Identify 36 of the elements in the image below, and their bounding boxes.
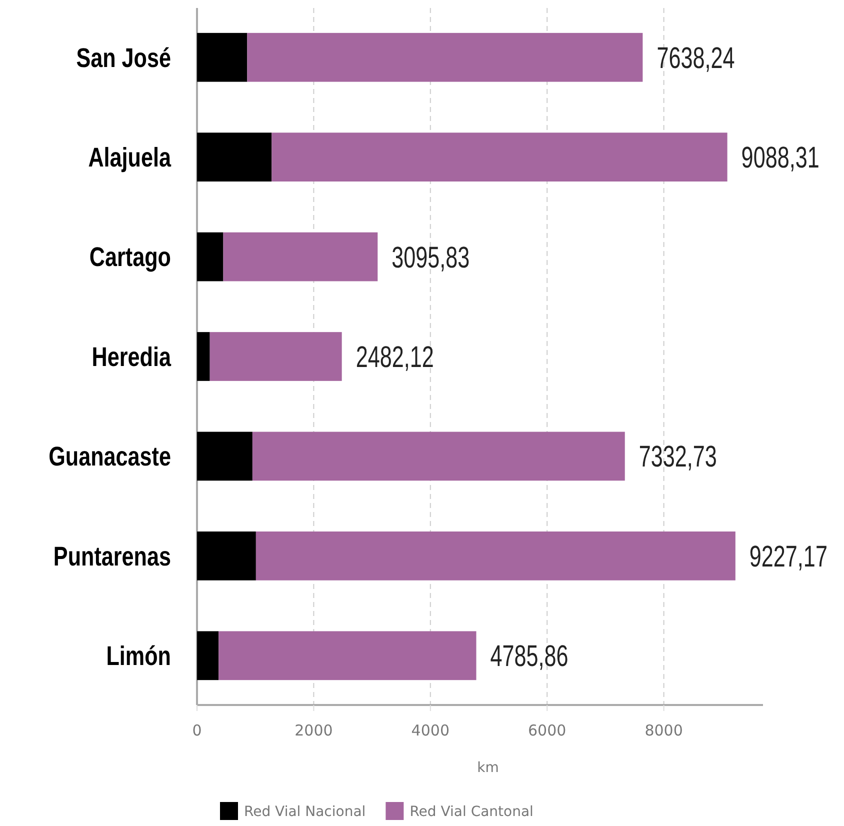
total-label: 4785,86 bbox=[490, 638, 568, 674]
bar bbox=[197, 432, 252, 481]
legend-label: Red Vial Nacional bbox=[244, 804, 366, 820]
y-tick-label: Heredia bbox=[92, 342, 172, 373]
x-tick-label: 2000 bbox=[294, 722, 333, 740]
bar bbox=[247, 32, 643, 82]
bar bbox=[252, 432, 625, 481]
x-tick-label: 6000 bbox=[528, 722, 566, 740]
bar bbox=[197, 532, 256, 580]
bar bbox=[218, 631, 476, 680]
x-axis-title: km bbox=[477, 760, 499, 776]
total-label: 9227,17 bbox=[749, 538, 828, 574]
y-tick-label: San José bbox=[76, 44, 171, 74]
legend-label: Red Vial Cantonal bbox=[410, 804, 534, 820]
y-tick-label: Cartago bbox=[89, 243, 171, 273]
bar bbox=[197, 132, 272, 182]
total-label: 3095,83 bbox=[392, 240, 470, 274]
bar bbox=[210, 332, 342, 381]
x-tick-label: 0 bbox=[192, 722, 202, 740]
total-label: 7332,73 bbox=[638, 439, 717, 474]
bar bbox=[197, 332, 210, 381]
x-tick-label: 8000 bbox=[644, 722, 683, 740]
bar bbox=[223, 232, 378, 282]
bar bbox=[256, 532, 736, 580]
total-label: 7638,24 bbox=[656, 40, 735, 75]
y-tick-label: Puntarenas bbox=[53, 542, 171, 572]
y-tick-label: Alajuela bbox=[88, 143, 172, 174]
total-label: 9088,31 bbox=[741, 140, 820, 174]
total-label: 2482,12 bbox=[356, 339, 434, 374]
bar bbox=[272, 132, 728, 182]
bar bbox=[197, 631, 219, 680]
bar bbox=[197, 32, 248, 82]
bar bbox=[197, 232, 224, 282]
y-tick-label: Guanacaste bbox=[48, 442, 171, 472]
x-tick-label: 4000 bbox=[411, 722, 450, 740]
y-tick-label: Limón bbox=[106, 642, 171, 672]
